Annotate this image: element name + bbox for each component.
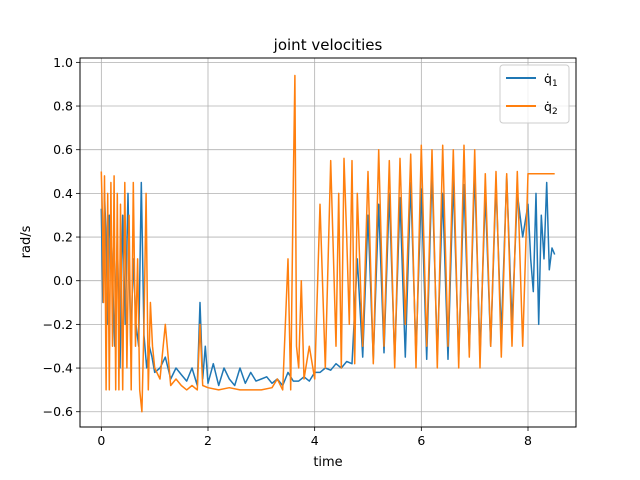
ticks: 0 2 4 6 8 −0.6 −0.4 −0.2 0.0 0.2 0.4 0.6 0.8 1.0 bbox=[43, 55, 532, 448]
y-tick-label: −0.4 bbox=[43, 361, 73, 376]
x-tick-label: 2 bbox=[204, 433, 212, 448]
y-tick-label: 0.0 bbox=[53, 273, 73, 288]
y-tick-label: −0.6 bbox=[43, 404, 73, 419]
y-axis-label: rad/s bbox=[19, 225, 34, 258]
x-tick-label: 4 bbox=[311, 433, 319, 448]
y-tick-label: −0.2 bbox=[43, 317, 73, 332]
x-tick-label: 8 bbox=[524, 433, 532, 448]
x-tick-label: 6 bbox=[417, 433, 425, 448]
plot-frame bbox=[79, 57, 577, 428]
legend-label-q2: q̇2 bbox=[544, 99, 558, 117]
chart-title: joint velocities bbox=[273, 36, 383, 54]
y-tick-label: 0.2 bbox=[53, 230, 73, 245]
x-axis-label: time bbox=[313, 455, 342, 470]
y-tick-label: 0.6 bbox=[53, 142, 73, 157]
series-layer bbox=[100, 74, 556, 413]
legend-label-q1: q̇1 bbox=[544, 71, 558, 89]
y-tick-label: 0.4 bbox=[53, 186, 73, 201]
legend-box bbox=[499, 64, 570, 124]
y-tick-label: 0.8 bbox=[53, 99, 73, 114]
y-tick-label: 1.0 bbox=[53, 55, 73, 70]
x-tick-label: 0 bbox=[97, 433, 105, 448]
series-line-q2 bbox=[100, 74, 555, 413]
legend: q̇1 q̇2 bbox=[499, 64, 570, 124]
